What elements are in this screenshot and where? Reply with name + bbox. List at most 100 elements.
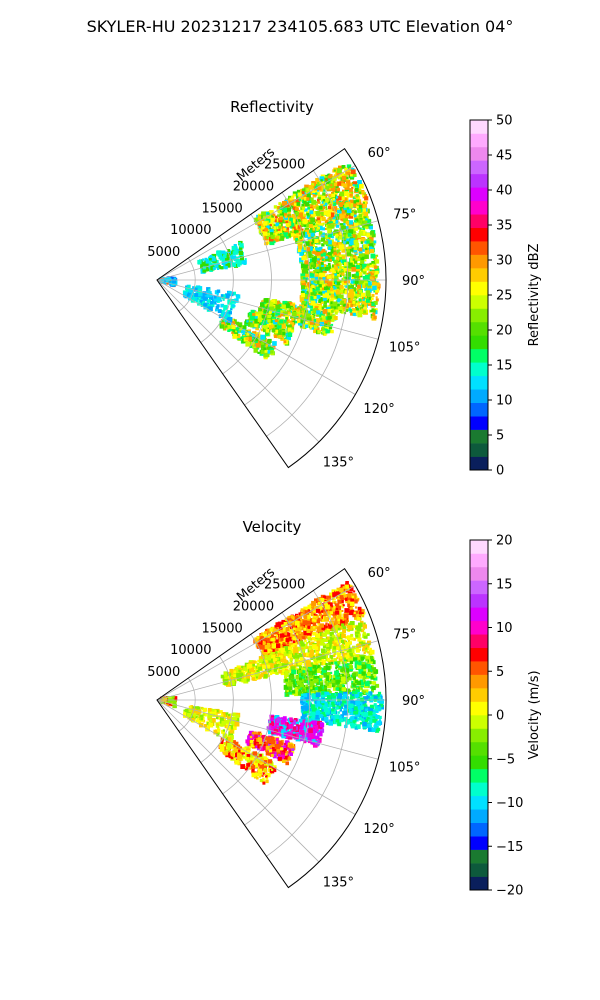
echo-cell [327,314,333,320]
echo-cell [290,307,294,310]
echo-cell [278,225,282,229]
echo-cell [271,637,275,642]
echo-cell [368,263,373,268]
echo-cell [349,214,354,219]
echo-cell [322,271,326,274]
echo-cell [293,656,297,660]
echo-cell [313,235,316,238]
echo-cell [331,655,334,658]
echo-cell [316,619,321,624]
echo-cell [369,269,372,272]
echo-cell [236,294,241,299]
echo-cell [320,203,324,207]
echo-cell [349,201,354,206]
echo-cell [316,205,319,208]
echo-cell [210,301,214,305]
echo-cell [282,300,288,306]
echo-cell [231,678,235,682]
echo-cell [342,629,346,633]
echo-cell [300,188,304,192]
echo-cell [317,194,323,200]
echo-cell [264,228,268,232]
echo-cell [325,325,330,330]
echo-cell [321,619,324,622]
echo-cell [288,233,293,237]
echo-cell [369,225,373,230]
echo-cell [362,276,367,280]
echo-cell [313,613,316,616]
echo-cell [355,279,360,285]
echo-cell [286,632,291,637]
echo-cell [306,313,311,318]
echo-cell [339,214,345,220]
echo-cell [238,255,241,259]
echo-cell [269,316,273,320]
echo-cell [328,251,332,256]
echo-cell [304,234,309,238]
range-ring [222,214,272,375]
echo-cell [368,675,372,679]
echo-cell [261,338,266,343]
echo-cell [269,661,273,665]
echo-cell [345,642,350,647]
echo-cell [213,295,219,300]
echo-cell [260,334,266,340]
echo-cell [278,334,282,339]
echo-cell [325,652,329,656]
echo-cell [348,220,354,225]
echo-cell [327,178,331,182]
echo-cell [334,218,339,222]
echo-cell [266,232,270,236]
echo-cell [321,200,325,204]
echo-cell [328,639,333,645]
echo-cell [278,640,283,644]
echo-cell [371,302,375,307]
echo-cell [263,320,269,325]
echo-cell [320,256,324,260]
echo-cell [263,657,268,662]
echo-cell [220,303,225,308]
echo-cell [232,291,236,296]
echo-cell [337,621,343,626]
echo-cell [212,266,216,270]
echo-cell [312,315,316,319]
echo-cell [315,643,320,648]
echo-cell [304,208,308,212]
echo-cell [301,301,306,305]
echo-cell [355,610,358,614]
echo-cell [330,287,334,292]
echo-cell [346,164,352,169]
echo-cell [352,244,356,248]
echo-cell [285,303,290,309]
echo-cell [356,215,362,221]
echo-cell [306,222,311,228]
azimuth-tick-label: 75° [393,208,416,223]
echo-cell [342,639,346,643]
echo-cell [297,225,302,229]
echo-cell [354,184,359,188]
echo-cell [269,638,273,641]
echo-cell [335,309,339,313]
echo-cell [306,203,310,207]
echo-cell [225,293,230,298]
colorbar-swatch [470,133,488,148]
echo-cell [353,611,356,614]
echo-cell [262,221,268,226]
echo-cell [344,209,348,213]
echo-cell [300,293,305,298]
echo-cell [375,288,380,293]
echo-cell [337,268,341,272]
echo-cell [231,304,235,307]
echo-cell [357,208,362,213]
echo-cell [296,633,299,636]
echo-cell [304,241,310,246]
echo-cell [336,656,339,659]
echo-cell [346,178,349,181]
echo-cell [320,237,326,242]
echo-cell [330,256,333,259]
echo-cell [332,241,337,246]
colorbar-swatch [470,295,488,309]
echo-cell [309,298,313,302]
echo-cell [268,658,273,663]
